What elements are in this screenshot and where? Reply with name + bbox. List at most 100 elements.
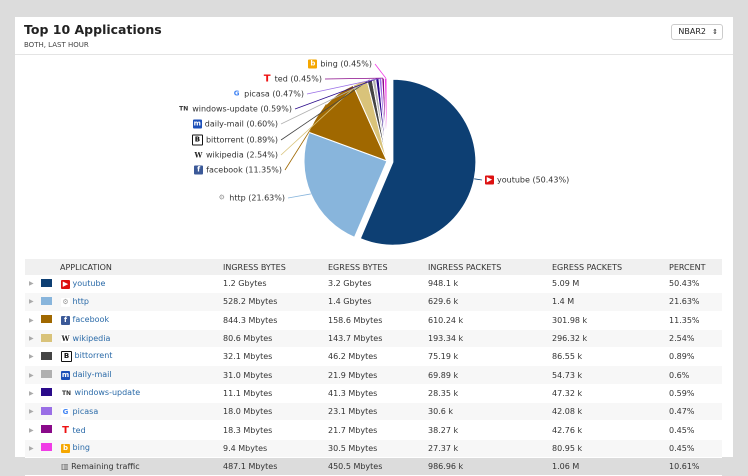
bittorrent-icon: B — [61, 351, 72, 363]
table-row[interactable]: ▶ m daily-mail 31.0 Mbytes 21.9 Mbytes 69.89… — [25, 365, 722, 385]
youtube-icon: ▶ — [485, 175, 494, 185]
widget-title: Top 10 Applications — [24, 22, 162, 37]
pie-connector-youtube — [474, 178, 483, 181]
pie-label-text: http (21.63%) — [229, 193, 285, 203]
color-swatch — [41, 296, 52, 305]
cell-ingress_bytes: 1.2 Gbytes — [222, 275, 327, 294]
pie-label-text: bittorrent (0.89%) — [205, 135, 278, 145]
expand-arrow-icon[interactable]: ▶ — [25, 275, 40, 294]
select-arrows-icon: ⇕ — [712, 28, 718, 36]
cell-ingress_bytes: 9.4 Mbytes — [222, 439, 327, 458]
table-row[interactable]: ▶ B bittorrent 32.1 Mbytes 46.2 Mbytes 75.19… — [25, 347, 722, 367]
pie-label-text: windows-update (0.59%) — [192, 104, 292, 114]
pie-connector-ted — [324, 77, 384, 80]
table-row[interactable]: ▶ ▶ youtube 1.2 Gbytes 3.2 Gbytes 948.1 k 5.0… — [25, 275, 722, 294]
daily-mail-icon: m — [61, 371, 70, 381]
expand-arrow-icon[interactable]: ▶ — [25, 439, 40, 458]
cell-ingress_packets: 38.27 k — [427, 420, 551, 440]
pie-connector-bing — [374, 63, 387, 79]
app-link[interactable]: bittorrent — [74, 351, 113, 361]
app-link[interactable]: windows-update — [74, 388, 141, 398]
color-swatch — [41, 388, 52, 397]
pie-label-daily-mail: m daily-mail (0.60%) — [192, 119, 278, 129]
expand-arrow-icon[interactable]: ▶ — [25, 329, 40, 349]
expand-arrow-icon[interactable]: ▶ — [25, 311, 40, 330]
col-header[interactable]: EGRESS PACKETS — [551, 259, 668, 275]
table-row[interactable]: ▶ f facebook 844.3 Mbytes 158.6 Mbytes 610.2… — [25, 311, 722, 330]
pie-label-text: daily-mail (0.60%) — [204, 119, 278, 129]
cell-egress_packets: 54.73 k — [551, 365, 668, 385]
applications-table: APPLICATION INGRESS BYTES EGRESS BYTES INGR… — [25, 259, 722, 476]
col-header[interactable]: APPLICATION — [60, 259, 222, 275]
app-link[interactable]: picasa — [72, 406, 99, 416]
pie-label-text: ted (0.45%) — [274, 74, 322, 84]
cell-percent: 0.89% — [668, 347, 722, 367]
col-header[interactable]: INGRESS PACKETS — [427, 259, 551, 275]
table-row[interactable]: ▶ T ted 18.3 Mbytes 21.7 Mbytes 38.27 k 42.76… — [25, 420, 722, 440]
classification-select[interactable]: NBAR2 ⇕ — [671, 24, 723, 40]
app-link[interactable]: bing — [72, 443, 90, 453]
cell-ingress_packets: 27.37 k — [427, 439, 551, 458]
facebook-icon: f — [194, 165, 204, 175]
col-header[interactable]: PERCENT — [668, 259, 722, 275]
app-link[interactable]: daily-mail — [72, 370, 112, 380]
expand-arrow-icon[interactable]: ▶ — [25, 292, 40, 312]
cell-ingress_bytes: 18.0 Mbytes — [222, 402, 327, 422]
color-swatch — [41, 333, 52, 342]
app-link[interactable]: youtube — [72, 278, 106, 288]
cell-egress_packets: 296.32 k — [551, 329, 668, 349]
cell-percent: 0.45% — [668, 439, 722, 458]
cell-egress_packets: 5.09 M — [551, 275, 668, 294]
cell-egress_packets: 1.4 M — [551, 292, 668, 312]
expand-arrow-icon[interactable]: ▶ — [25, 347, 40, 367]
app-link[interactable]: facebook — [72, 315, 110, 325]
col-header[interactable]: EGRESS BYTES — [327, 259, 427, 275]
ted-icon: T — [262, 73, 272, 85]
expand-arrow-icon[interactable]: ▶ — [25, 420, 40, 440]
color-swatch — [41, 425, 52, 434]
bing-icon: b — [61, 444, 70, 454]
google-icon: G — [61, 407, 70, 417]
pie-label-bing: b bing (0.45%) — [308, 59, 372, 69]
cell-percent: 0.59% — [668, 384, 722, 404]
expand-arrow-icon[interactable]: ▶ — [25, 384, 40, 404]
cell-egress_packets: 42.08 k — [551, 402, 668, 422]
table-row[interactable]: ▶ TN windows-update 11.1 Mbytes 41.3 Mbytes… — [25, 384, 722, 404]
app-link[interactable]: http — [72, 296, 89, 306]
expand-arrow-icon[interactable]: ▶ — [25, 402, 40, 422]
cell-egress_packets: 86.55 k — [551, 347, 668, 367]
pie-slice-youtube[interactable] — [359, 78, 477, 246]
app-link[interactable]: wikipedia — [72, 334, 111, 344]
daily-mail-icon: m — [192, 119, 202, 129]
bing-icon: b — [308, 59, 318, 69]
table-row[interactable]: ▶ ⚙ http 528.2 Mbytes 1.4 Gbytes 629.6 k 1.4 … — [25, 292, 722, 312]
cell-percent: 0.45% — [668, 420, 722, 440]
swatch-col — [40, 259, 60, 275]
expand-col — [25, 259, 40, 275]
cell-ingress_packets: 75.19 k — [427, 347, 551, 367]
pie-connector-bittorrent — [280, 79, 370, 141]
divider — [15, 54, 733, 55]
pie-slice-http[interactable] — [303, 131, 388, 239]
expand-arrow-icon[interactable]: ▶ — [25, 365, 40, 385]
cell-egress_bytes: 23.1 Mbytes — [327, 402, 427, 422]
cell-egress_packets: 301.98 k — [551, 311, 668, 330]
cell-egress_bytes: 1.4 Gbytes — [327, 292, 427, 312]
cell-ingress_packets: 28.35 k — [427, 384, 551, 404]
table-row[interactable]: ▶ W wikipedia 80.6 Mbytes 143.7 Mbytes 193.3… — [25, 329, 722, 349]
table-row[interactable]: ▶ G picasa 18.0 Mbytes 23.1 Mbytes 30.6 k 42.… — [25, 402, 722, 422]
app-link[interactable]: ted — [72, 425, 86, 435]
table-row[interactable]: ▶ b bing 9.4 Mbytes 30.5 Mbytes 27.37 k 80.95… — [25, 439, 722, 458]
pie-label-youtube: ▶ youtube (50.43%) — [485, 175, 569, 185]
pie-connector-daily-mail — [280, 78, 375, 125]
col-header[interactable]: INGRESS BYTES — [222, 259, 327, 275]
cell-percent: 0.6% — [668, 365, 722, 385]
pie-label-windows-update: TN windows-update (0.59%) — [178, 104, 292, 114]
pie-label-text: wikipedia (2.54%) — [205, 150, 278, 160]
pie-connector-http — [287, 193, 311, 199]
wikipedia-icon: W — [61, 334, 70, 344]
